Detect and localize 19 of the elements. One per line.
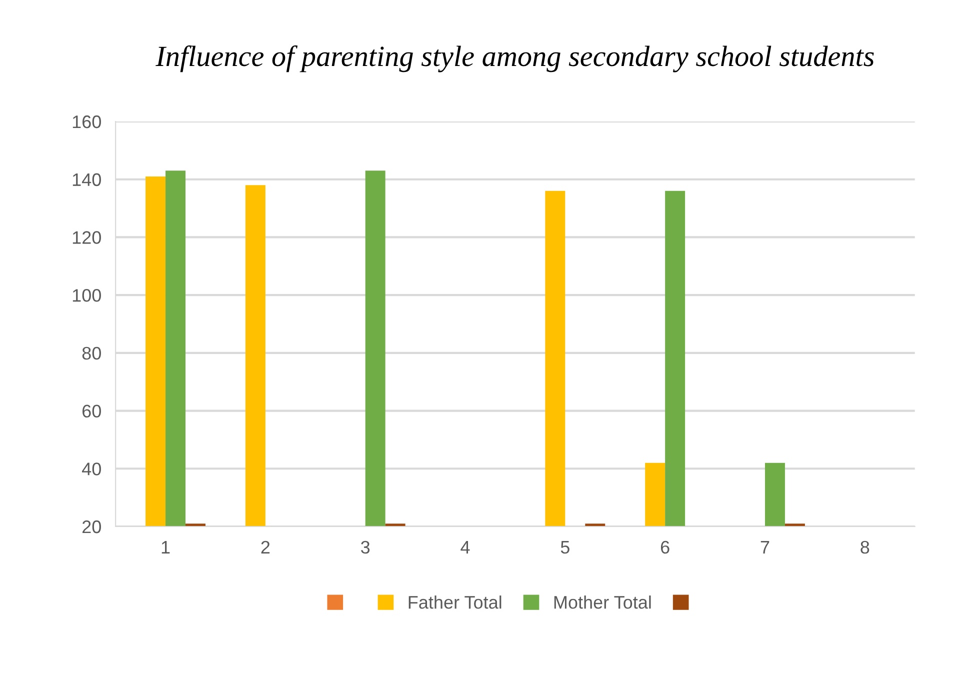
x-tick-label: 5 (560, 541, 570, 554)
y-tick-label: 60 (82, 404, 101, 418)
x-tick-label: 1 (162, 541, 170, 554)
chart-title: Influence of parenting style among secondary school students (156, 45, 874, 72)
x-tick-label: 4 (460, 541, 470, 554)
x-tick-label: 2 (261, 540, 270, 554)
y-tick-label: 140 (72, 173, 101, 186)
y-tick-label: 40 (82, 462, 101, 476)
y-tick-label: 100 (72, 289, 101, 302)
y-tick-label: 80 (82, 346, 101, 360)
x-tick-label: 7 (760, 541, 770, 554)
legend-label: Mother Total (554, 595, 651, 609)
x-tick-label: 6 (660, 540, 670, 554)
y-tick-label: 120 (72, 231, 101, 244)
x-tick-label: 3 (361, 540, 370, 554)
y-tick-label: 20 (82, 520, 101, 534)
x-tick-label: 8 (860, 540, 870, 554)
y-tick-label: 160 (72, 115, 101, 128)
legend-label: Father Total (408, 595, 502, 609)
